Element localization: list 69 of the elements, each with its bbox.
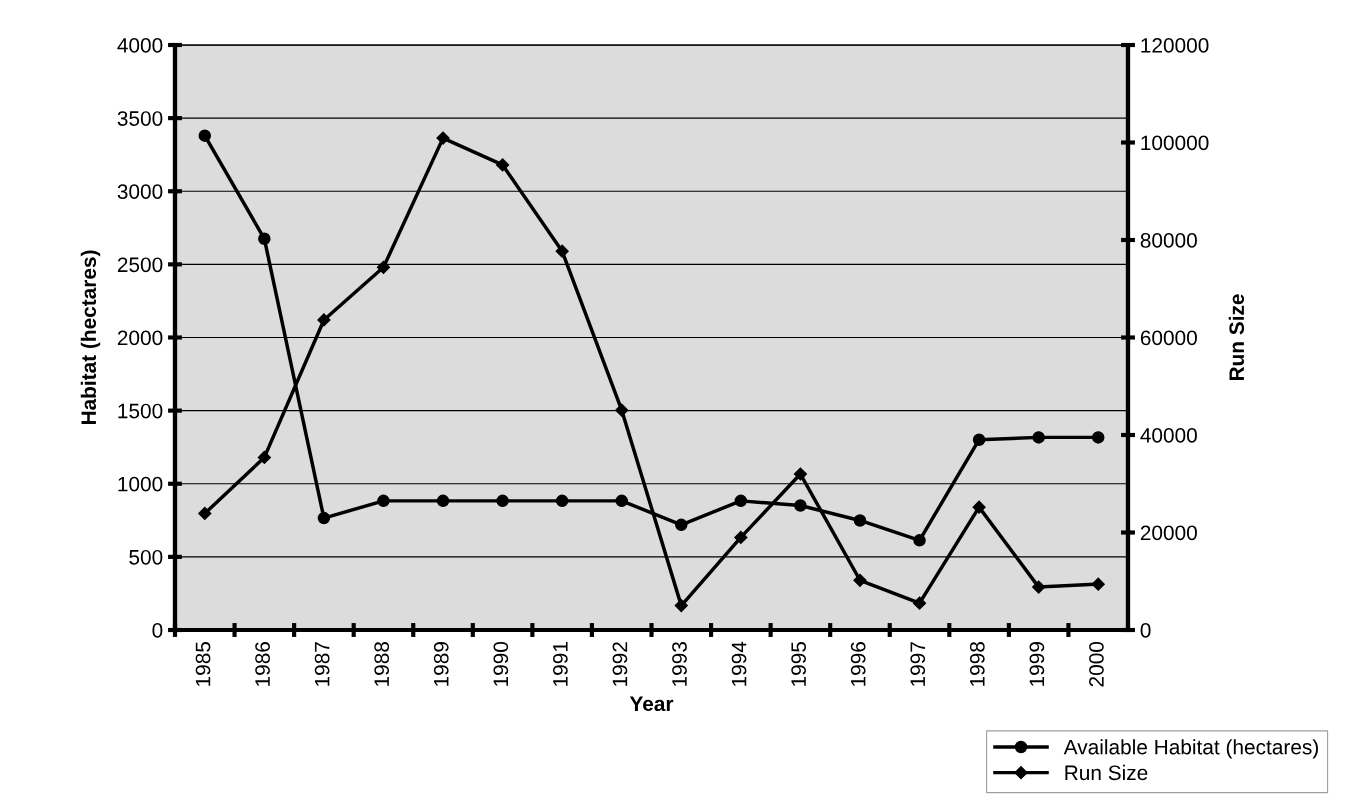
point: [436, 494, 450, 508]
point: [198, 129, 212, 142]
point: [912, 596, 927, 610]
point: [317, 313, 331, 327]
x-axis-title: Year: [629, 696, 674, 712]
point: [1091, 577, 1105, 591]
point: [794, 499, 807, 512]
y2-tick-label: 120000: [1141, 38, 1209, 53]
point: [198, 506, 212, 521]
point: [1032, 431, 1045, 444]
point: [1091, 431, 1105, 444]
point: [317, 511, 331, 525]
point: [1032, 580, 1046, 594]
point: [615, 494, 628, 508]
y-axis-title: Habitat (hectares): [80, 250, 101, 425]
point: [913, 534, 926, 547]
point: [734, 530, 748, 544]
x-tick-label: 1989: [433, 642, 449, 686]
x-tick-label: 1986: [255, 642, 270, 686]
x-tick-label: 1992: [612, 642, 628, 686]
x-tick-label: 1995: [791, 641, 806, 686]
legend-label: Available Habitat (hectares): [1063, 739, 1318, 759]
y2-tick-label: 40000: [1140, 428, 1197, 443]
x-tick-label: 1991: [553, 642, 568, 686]
point: [615, 403, 629, 417]
point: [436, 131, 450, 145]
point: [853, 514, 867, 527]
x-tick-label: 1993: [672, 642, 687, 686]
y-tick-label: 500: [129, 549, 163, 565]
point: [376, 260, 391, 274]
x-tick-label: 1987: [314, 642, 330, 686]
point: [972, 500, 986, 514]
y-tick-label: 4000: [117, 38, 163, 53]
y2-tick-label: 60000: [1140, 330, 1197, 346]
point: [377, 494, 390, 508]
y-tick-label: 3000: [117, 184, 163, 199]
point: [675, 518, 688, 532]
y-tick-label: 2500: [117, 257, 163, 273]
y2-tick-label: 0: [1140, 623, 1151, 638]
point: [257, 450, 271, 465]
x-tick-label: 2000: [1089, 641, 1104, 687]
point: [674, 599, 688, 613]
point: [853, 573, 867, 587]
y-tick-label: 1500: [118, 403, 163, 419]
point: [793, 467, 807, 481]
point: [496, 494, 509, 508]
x-tick-label: 1996: [850, 642, 866, 686]
x-tick-label: 1988: [374, 642, 390, 686]
y2-tick-label: 20000: [1140, 525, 1197, 541]
x-tick-label: 1990: [493, 641, 509, 686]
x-tick-label: 1999: [1029, 642, 1045, 686]
y-tick-label: 0: [152, 623, 163, 638]
legend-label: Run Size: [1065, 764, 1148, 781]
y-tick-label: 2000: [117, 330, 163, 346]
point: [555, 494, 569, 508]
x-tick-label: 1998: [969, 642, 985, 686]
y2-tick-label: 80000: [1140, 233, 1197, 248]
point: [972, 433, 986, 446]
y2-axis-title: Run Size: [1228, 294, 1245, 381]
point: [496, 158, 510, 172]
x-tick-label: 1985: [195, 641, 211, 686]
point: [734, 494, 748, 508]
point: [258, 232, 271, 246]
y-tick-label: 1000: [118, 476, 163, 492]
point: [555, 244, 569, 258]
y2-tick-label: 100000: [1141, 135, 1209, 151]
x-tick-label: 1997: [910, 642, 926, 686]
y-tick-label: 3500: [117, 111, 163, 126]
x-tick-label: 1994: [731, 641, 747, 686]
